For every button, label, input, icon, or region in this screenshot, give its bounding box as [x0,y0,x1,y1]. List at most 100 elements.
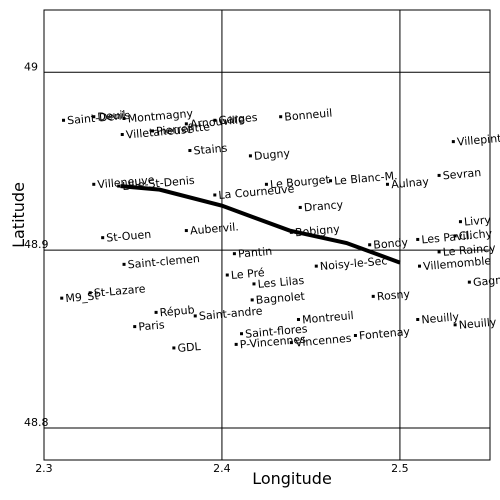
station-label: Répub [159,303,195,319]
station-label: Bondy [373,236,409,252]
station-point [240,332,244,336]
station-point [250,298,254,302]
station-label: P-Vincennes [239,333,306,352]
station-point [458,220,462,224]
station-point [122,262,126,266]
station-label: Le Blanc-M. [334,169,398,187]
station-label: Saint-andre [198,304,263,323]
station-point [451,140,455,144]
station-label: Arnouville [189,113,245,131]
station-point [154,310,158,314]
station-point [60,296,64,300]
x-tick-label: 2.4 [213,462,231,475]
station-label: Saint-flores [245,322,309,340]
y-tick-label: 48.9 [24,238,49,251]
station-point [120,133,124,137]
station-point [234,342,238,346]
station-point [289,230,293,234]
station-point [329,179,333,183]
station-label: Les Pavil. [421,229,473,246]
station-label: Noisy-le-Sec [319,254,388,273]
station-point [453,323,457,327]
station-point [248,154,252,158]
station-label: St-Lazare [93,282,146,299]
station-label: Deuil [97,108,126,123]
station-label: Dugny [254,147,291,163]
station-label: Le Raincy [442,241,496,259]
station-point [62,118,66,122]
station-label: Aubervil. [189,220,239,237]
station-label: Neuilly [421,310,460,326]
station-point [151,129,155,133]
y-tick-label: 49 [24,60,38,73]
station-point [184,229,188,233]
station-point [467,280,471,284]
station-point [296,317,300,321]
station-point [193,314,197,318]
station-point [416,317,420,321]
station-label: Montreuil [302,309,355,326]
station-point [92,115,96,119]
station-label: Neuilly [458,316,497,332]
station-point [188,149,192,153]
station-label: Saint-Denis [67,109,131,127]
station-point [184,122,188,126]
station-label: Montmagny [127,107,194,126]
station-label: Clichy [458,227,493,243]
station-point [453,234,457,238]
station-point [92,182,96,186]
station-point [368,243,372,247]
station-label: St-Ouen [106,228,152,245]
station-label: Livry [464,213,492,228]
station-point [279,115,283,119]
station-label: Pantin [238,245,273,261]
station-point [437,250,441,254]
station-label: Rosny [376,287,411,303]
station-label: Pierrefitte [156,120,211,138]
station-label: Bobigny [294,222,340,239]
station-point [122,116,126,120]
route-line [120,184,401,265]
station-point [213,118,217,122]
station-point [416,237,420,241]
station-point [353,333,357,337]
station-label: Vincennes [294,332,352,350]
station-point [213,193,217,197]
station-point [117,184,121,188]
y-axis-label: Latitude [9,182,28,248]
station-label: Gagny [472,273,500,289]
station-label: Bonneuil [284,107,333,124]
station-label: Le Bourget [270,173,331,191]
station-label: Fontenay [359,325,411,342]
station-label: Stains [193,142,228,158]
x-tick-label: 2.5 [391,462,409,475]
station-point [385,182,389,186]
station-label: Paris [138,318,165,333]
plot-frame [43,9,491,461]
station-point [101,236,105,240]
station-point [232,252,236,256]
station-label: M9_St [65,289,100,305]
station-label: Le Pré [230,266,265,282]
station-label: Villetaneuse [125,123,194,142]
station-label: Sevran [442,166,482,182]
station-label: Villepinte [456,131,500,148]
station-label: Drancy [303,198,344,214]
station-label: Villemomble [423,254,492,273]
station-point [314,264,318,268]
station-point [298,205,302,209]
station-point [252,282,256,286]
station-label: Saint-clemen [127,252,200,271]
station-point [264,182,268,186]
station-label: Bagnolet [255,290,306,307]
station-point [437,173,441,177]
station-point [289,341,293,345]
station-point [225,273,229,277]
station-label: L'Ile-St-Denis [122,174,196,193]
station-point [133,325,137,329]
station-point [371,294,375,298]
station-label: Garges [218,111,258,127]
station-point [172,346,176,350]
x-axis-label: Longitude [252,469,332,488]
